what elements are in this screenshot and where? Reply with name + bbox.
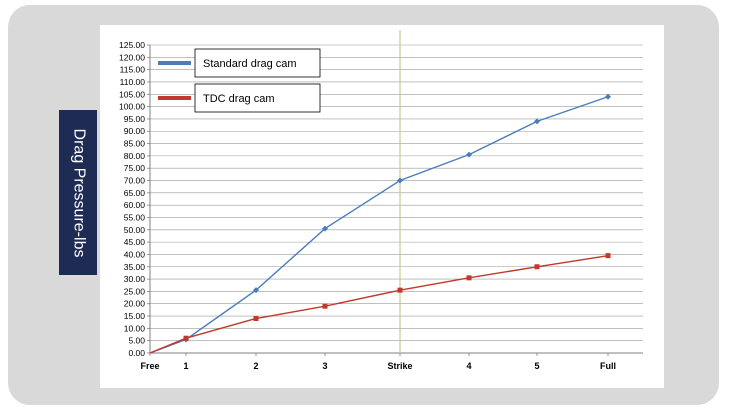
y-tick-label: 55.00 [124,212,146,222]
data-point-marker [466,275,472,281]
y-tick-label: 20.00 [124,299,146,309]
x-tick-label: Full [600,361,616,371]
y-tick-label: 25.00 [124,286,146,296]
x-tick-label: Free [140,361,159,371]
y-axis-label: Drag Pressure-lbs [70,128,87,257]
legend-box [194,83,321,113]
y-tick-label: 110.00 [120,77,146,87]
y-tick-label: 75.00 [124,163,146,173]
data-point-marker [322,303,328,309]
y-tick-label: 40.00 [124,249,146,259]
y-tick-label: 35.00 [124,262,146,272]
y-tick-label: 105.00 [119,89,145,99]
y-tick-label: 15.00 [124,311,146,321]
x-tick-label: 2 [253,361,258,371]
y-tick-label: 50.00 [124,225,146,235]
y-tick-label: 120.00 [119,52,145,62]
y-axis-label-box: Drag Pressure-lbs [59,110,97,275]
x-tick-label: 5 [534,361,539,371]
y-tick-label: 95.00 [124,114,146,124]
data-point-marker [534,264,540,270]
y-tick-label: 115.00 [120,65,146,75]
y-tick-label: 5.00 [128,336,145,346]
data-point-marker [466,151,472,158]
legend-label: Standard drag cam [203,58,297,70]
x-tick-label: 1 [183,361,188,371]
y-tick-label: 65.00 [124,188,146,198]
y-tick-label: 90.00 [124,126,146,136]
series-line-2 [149,254,609,354]
data-point-marker [397,287,403,293]
y-tick-label: 80.00 [124,151,146,161]
y-tick-label: 10.00 [124,323,146,333]
data-point-marker [605,93,611,100]
x-tick-label: 4 [466,361,471,371]
data-point-marker [253,287,259,294]
y-tick-label: 45.00 [124,237,146,247]
y-tick-label: 70.00 [124,176,146,186]
series-line-1 [149,96,609,354]
legend-box [194,48,321,78]
y-tick-label: 125.00 [119,40,145,50]
y-tick-label: 30.00 [124,274,146,284]
plot-panel: 0.00 5.00 10.00 15.00 20.00 25.00 30.00 35.00 40… [100,25,664,388]
data-point-marker [322,225,328,232]
y-tick-label: 0.00 [128,348,145,358]
data-point-marker [397,177,403,184]
y-tick-label: 100.00 [119,102,145,112]
line-chart: 0.00 5.00 10.00 15.00 20.00 25.00 30.00 35.00 40… [119,30,643,371]
x-tick-label: Strike [387,361,412,371]
data-point-marker [605,253,611,259]
x-tick-label: 3 [322,361,327,371]
y-tick-label: 85.00 [124,139,146,149]
legend-label: TDC drag cam [203,93,275,105]
data-point-marker [183,335,189,341]
y-tick-label: 60.00 [124,200,146,210]
data-point-marker [534,118,540,125]
data-point-marker [253,316,259,322]
